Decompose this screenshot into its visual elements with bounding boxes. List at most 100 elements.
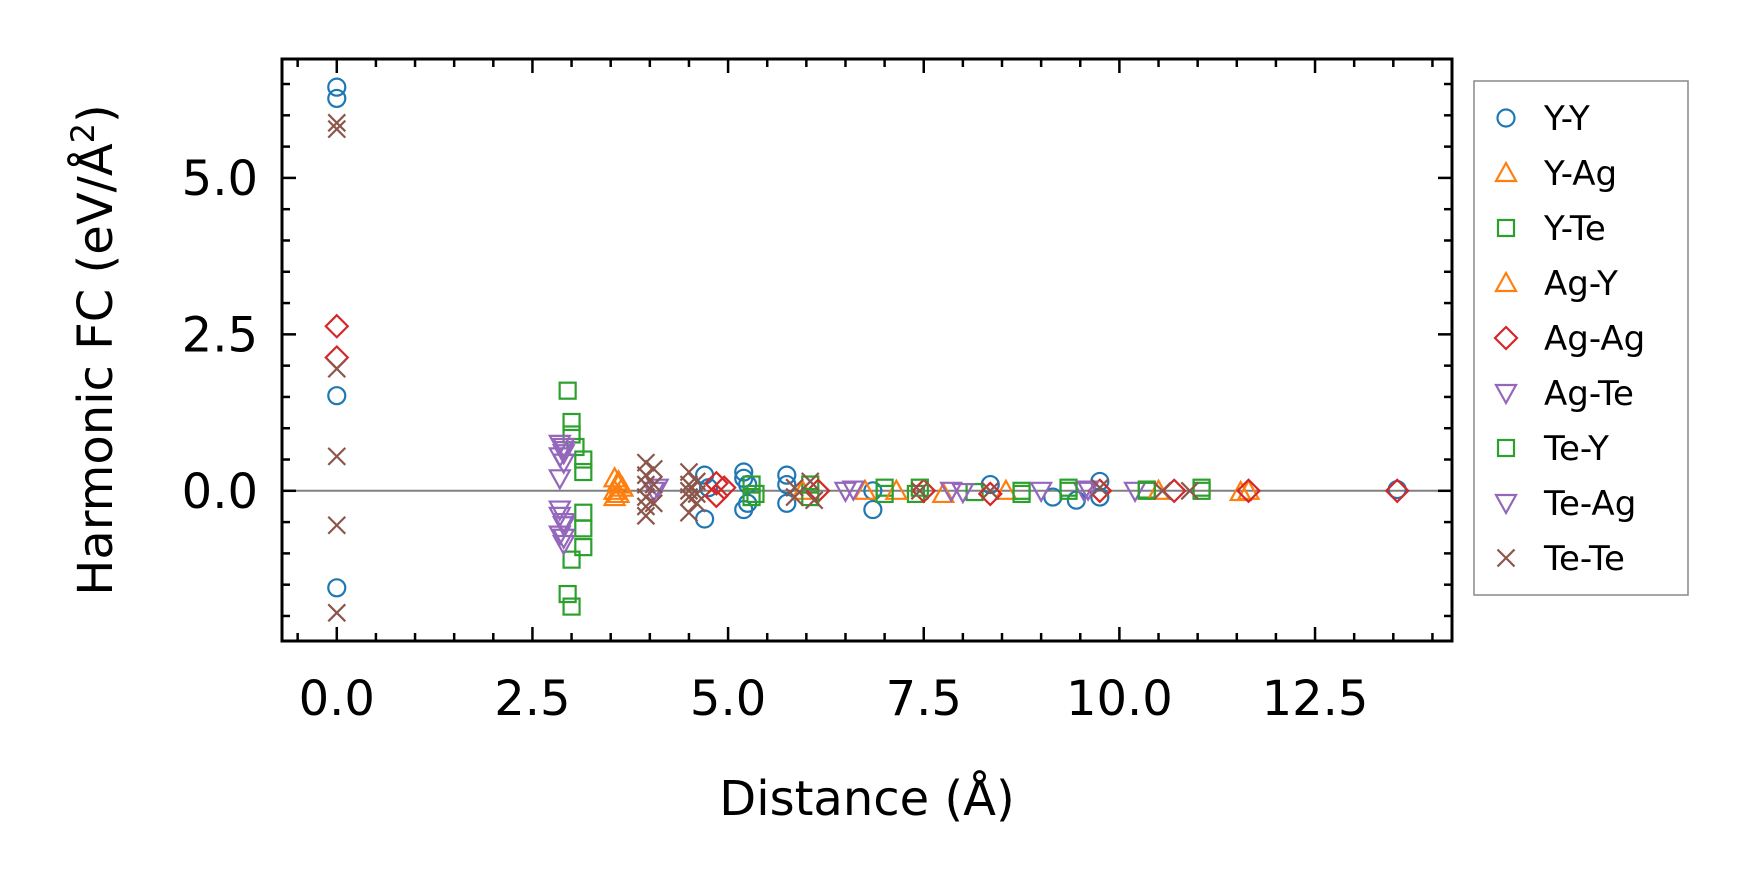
point-ag-ag-0 bbox=[324, 313, 350, 339]
point-te-te-7 bbox=[636, 465, 656, 485]
point-te-ag-4 bbox=[551, 528, 576, 551]
point-te-te-27 bbox=[910, 481, 930, 501]
y-axis-label-main: Harmonic FC (eV/Å bbox=[67, 143, 124, 596]
legend-item-ag-te: Ag-Te bbox=[1494, 374, 1634, 414]
point-y-te-6 bbox=[574, 503, 593, 522]
point-te-te-0 bbox=[327, 113, 347, 133]
point-te-te-19 bbox=[679, 503, 699, 522]
point-y-ag-7 bbox=[1228, 479, 1253, 502]
legend-label: Ag-Ag bbox=[1544, 319, 1645, 359]
point-ag-ag-4 bbox=[711, 475, 737, 501]
point-te-ag-0 bbox=[551, 437, 576, 460]
point-te-te-29 bbox=[1090, 478, 1110, 497]
legend-marker-ag-te bbox=[1494, 383, 1518, 406]
legend-box bbox=[1473, 80, 1689, 596]
point-te-te-3 bbox=[327, 447, 347, 466]
point-te-te-25 bbox=[800, 472, 820, 491]
point-y-te-9 bbox=[562, 550, 581, 569]
point-ag-ag-1 bbox=[324, 344, 350, 371]
point-te-ag-1 bbox=[551, 444, 576, 466]
point-te-y-0 bbox=[742, 475, 761, 494]
series-ag-te bbox=[547, 434, 1147, 557]
point-y-te-5 bbox=[574, 462, 593, 482]
point-y-y-0 bbox=[327, 77, 347, 97]
legend-label: Y-Te bbox=[1543, 209, 1606, 249]
legend-marker-y-te bbox=[1496, 218, 1516, 238]
point-te-ag-7 bbox=[951, 482, 975, 505]
point-te-te-30 bbox=[1153, 481, 1172, 501]
series-te-te bbox=[327, 113, 1200, 623]
point-te-te-11 bbox=[636, 506, 656, 526]
point-te-y-3 bbox=[875, 484, 894, 504]
point-ag-ag-10 bbox=[1235, 478, 1262, 504]
point-y-y-2 bbox=[327, 386, 347, 406]
point-ag-te-14 bbox=[1123, 481, 1147, 504]
legend-label: Ag-Y bbox=[1544, 264, 1618, 304]
data-points bbox=[324, 77, 1410, 623]
point-ag-te-4 bbox=[547, 469, 572, 491]
point-ag-ag-11 bbox=[1384, 478, 1410, 504]
point-y-te-10 bbox=[558, 584, 577, 604]
axis-ticks bbox=[282, 59, 1452, 641]
point-y-te-11 bbox=[562, 597, 581, 616]
point-te-y-7 bbox=[1137, 481, 1156, 500]
legend-label: Te-Ag bbox=[1543, 484, 1636, 524]
point-y-te-7 bbox=[574, 519, 593, 538]
point-y-y-1 bbox=[327, 88, 347, 109]
legend-label: Y-Y bbox=[1543, 99, 1590, 139]
point-te-te-26 bbox=[804, 490, 824, 510]
point-te-te-2 bbox=[327, 359, 347, 379]
x-axis-label: Distance (Å) bbox=[719, 770, 1014, 827]
point-te-te-31 bbox=[1180, 481, 1200, 501]
point-y-te-0 bbox=[558, 381, 577, 400]
x-tick-label: 2.5 bbox=[494, 671, 570, 727]
plot-frame bbox=[280, 57, 1454, 643]
y-axis-label-superscript: 2 bbox=[64, 123, 102, 143]
point-te-y-5 bbox=[1012, 484, 1031, 504]
point-te-y-4 bbox=[910, 478, 929, 497]
series-y-y bbox=[327, 77, 1407, 598]
point-te-te-28 bbox=[980, 481, 1000, 501]
legend: Y-Y Y-Ag Y-Te Ag-Y Ag-Ag Ag-Te Te-Y Te-Ag Te-Te bbox=[1473, 80, 1689, 596]
point-te-te-13 bbox=[644, 475, 664, 494]
x-tick-label: 10.0 bbox=[1066, 671, 1173, 727]
legend-label: Te-Y bbox=[1543, 429, 1609, 469]
legend-marker-te-te bbox=[1496, 548, 1516, 568]
point-te-te-12 bbox=[644, 459, 664, 479]
point-y-y-3 bbox=[327, 578, 347, 598]
tick-labels: 0.0 2.5 5.0 7.5 10.0 12.5 0.0 2.5 5.0 bbox=[182, 151, 1369, 727]
point-te-y-1 bbox=[746, 484, 765, 504]
point-y-ag-5 bbox=[931, 481, 956, 504]
point-y-te-1 bbox=[562, 412, 581, 432]
legend-marker-te-ag bbox=[1494, 493, 1518, 516]
point-ag-ag-7 bbox=[977, 481, 1003, 507]
point-ag-te-8 bbox=[551, 534, 576, 557]
y-tick-label: 0.0 bbox=[182, 464, 258, 520]
point-te-te-24 bbox=[785, 487, 804, 507]
point-te-te-4 bbox=[327, 515, 347, 535]
legend-label: Te-Te bbox=[1543, 539, 1625, 579]
point-te-ag-6 bbox=[841, 480, 866, 502]
y-tick-label: 5.0 bbox=[182, 151, 258, 207]
point-te-te-23 bbox=[785, 478, 804, 497]
point-te-ag-3 bbox=[551, 512, 576, 535]
x-tick-label: 5.0 bbox=[690, 671, 766, 727]
legend-marker-ag-ag bbox=[1493, 325, 1519, 351]
point-ag-ag-2 bbox=[703, 470, 729, 496]
point-te-te-22 bbox=[687, 494, 707, 513]
point-y-ag-6 bbox=[994, 478, 1018, 500]
legend-label: Ag-Te bbox=[1544, 374, 1634, 414]
point-y-y-12 bbox=[777, 465, 797, 485]
point-y-y-13 bbox=[777, 474, 797, 495]
point-te-te-9 bbox=[636, 487, 656, 507]
point-ag-te-13 bbox=[1072, 481, 1097, 504]
point-ag-te-12 bbox=[1029, 481, 1053, 504]
point-y-y-15 bbox=[863, 499, 883, 520]
x-tick-label: 12.5 bbox=[1262, 671, 1369, 727]
legend-item-y-y: Y-Y bbox=[1496, 99, 1590, 139]
legend-item-ag-ag: Ag-Ag bbox=[1493, 319, 1645, 359]
point-ag-y-6 bbox=[1236, 478, 1261, 500]
point-ag-y-2 bbox=[606, 481, 631, 504]
point-ag-y-4 bbox=[884, 478, 909, 500]
